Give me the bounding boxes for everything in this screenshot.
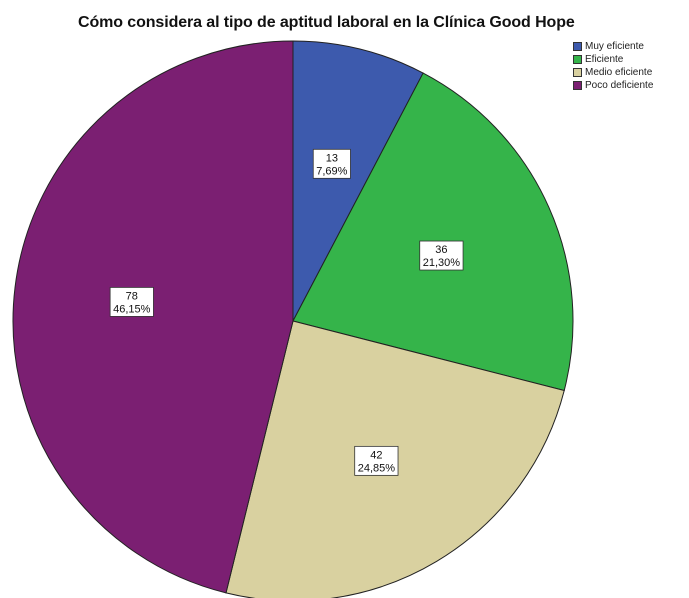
legend-item-medio-eficiente: Medio eficiente [573, 66, 653, 79]
data-label-box [354, 445, 399, 476]
pie-data-label-0: 137,69% [312, 148, 351, 179]
pie-slice-3 [12, 40, 294, 594]
pie-slice-0 [292, 40, 424, 322]
legend-swatch [573, 81, 582, 90]
legend-item-poco-deficiente: Poco deficiente [573, 79, 653, 92]
data-label-count: 36 [435, 244, 447, 256]
data-label-percent: 24,85% [358, 462, 396, 474]
legend-label: Poco deficiente [585, 80, 654, 91]
data-label-box [109, 287, 154, 317]
legend-swatch [573, 68, 582, 77]
legend-item-eficiente: Eficiente [573, 53, 653, 66]
legend-label: Muy eficiente [585, 41, 644, 52]
chart-legend: Muy eficiente Eficiente Medio eficiente … [573, 40, 653, 92]
data-label-percent: 7,69% [316, 165, 347, 177]
legend-item-muy-eficiente: Muy eficiente [573, 40, 653, 53]
data-label-count: 42 [370, 449, 382, 461]
data-label-percent: 21,30% [423, 257, 461, 269]
legend-label: Eficiente [585, 54, 624, 65]
chart-title: Cómo considera al tipo de aptitud labora… [78, 14, 575, 31]
data-label-box [312, 148, 351, 179]
legend-swatch [573, 42, 582, 51]
data-label-count: 78 [126, 290, 138, 302]
data-label-count: 13 [326, 152, 338, 164]
legend-swatch [573, 55, 582, 64]
legend-label: Medio eficiente [585, 67, 653, 78]
data-label-box [419, 240, 464, 271]
data-label-percent: 46,15% [113, 303, 151, 315]
pie-slice-1 [292, 72, 574, 392]
